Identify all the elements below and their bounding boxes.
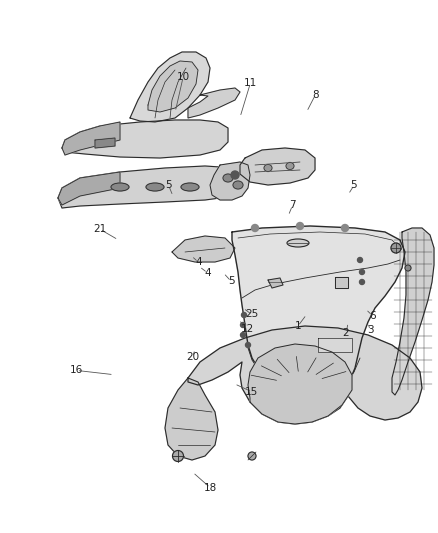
Text: 11: 11 bbox=[244, 78, 257, 87]
Ellipse shape bbox=[181, 183, 199, 191]
Ellipse shape bbox=[264, 165, 272, 172]
Circle shape bbox=[231, 171, 239, 179]
Text: 5: 5 bbox=[165, 181, 172, 190]
Polygon shape bbox=[268, 278, 283, 288]
Text: 18: 18 bbox=[204, 483, 217, 492]
Text: 5: 5 bbox=[228, 277, 235, 286]
Text: 25: 25 bbox=[245, 310, 258, 319]
Ellipse shape bbox=[391, 243, 401, 253]
Ellipse shape bbox=[173, 450, 184, 462]
Circle shape bbox=[240, 322, 246, 327]
Polygon shape bbox=[95, 138, 115, 148]
Polygon shape bbox=[210, 162, 250, 200]
Circle shape bbox=[246, 343, 251, 348]
Ellipse shape bbox=[248, 452, 256, 460]
Circle shape bbox=[360, 279, 364, 285]
Polygon shape bbox=[188, 88, 240, 118]
Text: 10: 10 bbox=[177, 72, 190, 82]
Ellipse shape bbox=[405, 265, 411, 271]
Ellipse shape bbox=[146, 183, 164, 191]
Text: 1: 1 bbox=[294, 321, 301, 331]
Ellipse shape bbox=[233, 181, 243, 189]
Polygon shape bbox=[148, 61, 198, 112]
Circle shape bbox=[342, 224, 349, 231]
Text: 4: 4 bbox=[204, 268, 211, 278]
Text: 16: 16 bbox=[70, 366, 83, 375]
Polygon shape bbox=[318, 338, 352, 352]
Ellipse shape bbox=[111, 183, 129, 191]
Circle shape bbox=[360, 270, 364, 274]
Circle shape bbox=[297, 222, 304, 230]
Circle shape bbox=[251, 224, 258, 231]
Polygon shape bbox=[335, 277, 348, 288]
Text: 5: 5 bbox=[350, 181, 357, 190]
Text: 3: 3 bbox=[367, 326, 374, 335]
Text: 4: 4 bbox=[195, 257, 202, 267]
Text: 15: 15 bbox=[245, 387, 258, 397]
Polygon shape bbox=[248, 344, 352, 424]
Circle shape bbox=[241, 312, 247, 318]
Polygon shape bbox=[165, 378, 218, 460]
Text: 6: 6 bbox=[369, 311, 376, 320]
Text: 7: 7 bbox=[289, 200, 296, 210]
Text: 20: 20 bbox=[186, 352, 199, 362]
Polygon shape bbox=[130, 52, 210, 122]
Polygon shape bbox=[62, 120, 228, 158]
Polygon shape bbox=[188, 326, 422, 424]
Polygon shape bbox=[62, 122, 120, 155]
Text: 12: 12 bbox=[241, 325, 254, 334]
Ellipse shape bbox=[286, 163, 294, 169]
Polygon shape bbox=[392, 228, 434, 395]
Text: 2: 2 bbox=[343, 328, 350, 338]
Polygon shape bbox=[58, 172, 120, 205]
Ellipse shape bbox=[223, 174, 233, 182]
Polygon shape bbox=[232, 226, 405, 398]
Circle shape bbox=[357, 257, 363, 262]
Circle shape bbox=[240, 333, 246, 337]
Ellipse shape bbox=[287, 239, 309, 247]
Polygon shape bbox=[58, 166, 242, 208]
Polygon shape bbox=[172, 236, 235, 262]
Text: 8: 8 bbox=[312, 90, 319, 100]
Text: 21: 21 bbox=[93, 224, 106, 234]
Polygon shape bbox=[240, 148, 315, 185]
